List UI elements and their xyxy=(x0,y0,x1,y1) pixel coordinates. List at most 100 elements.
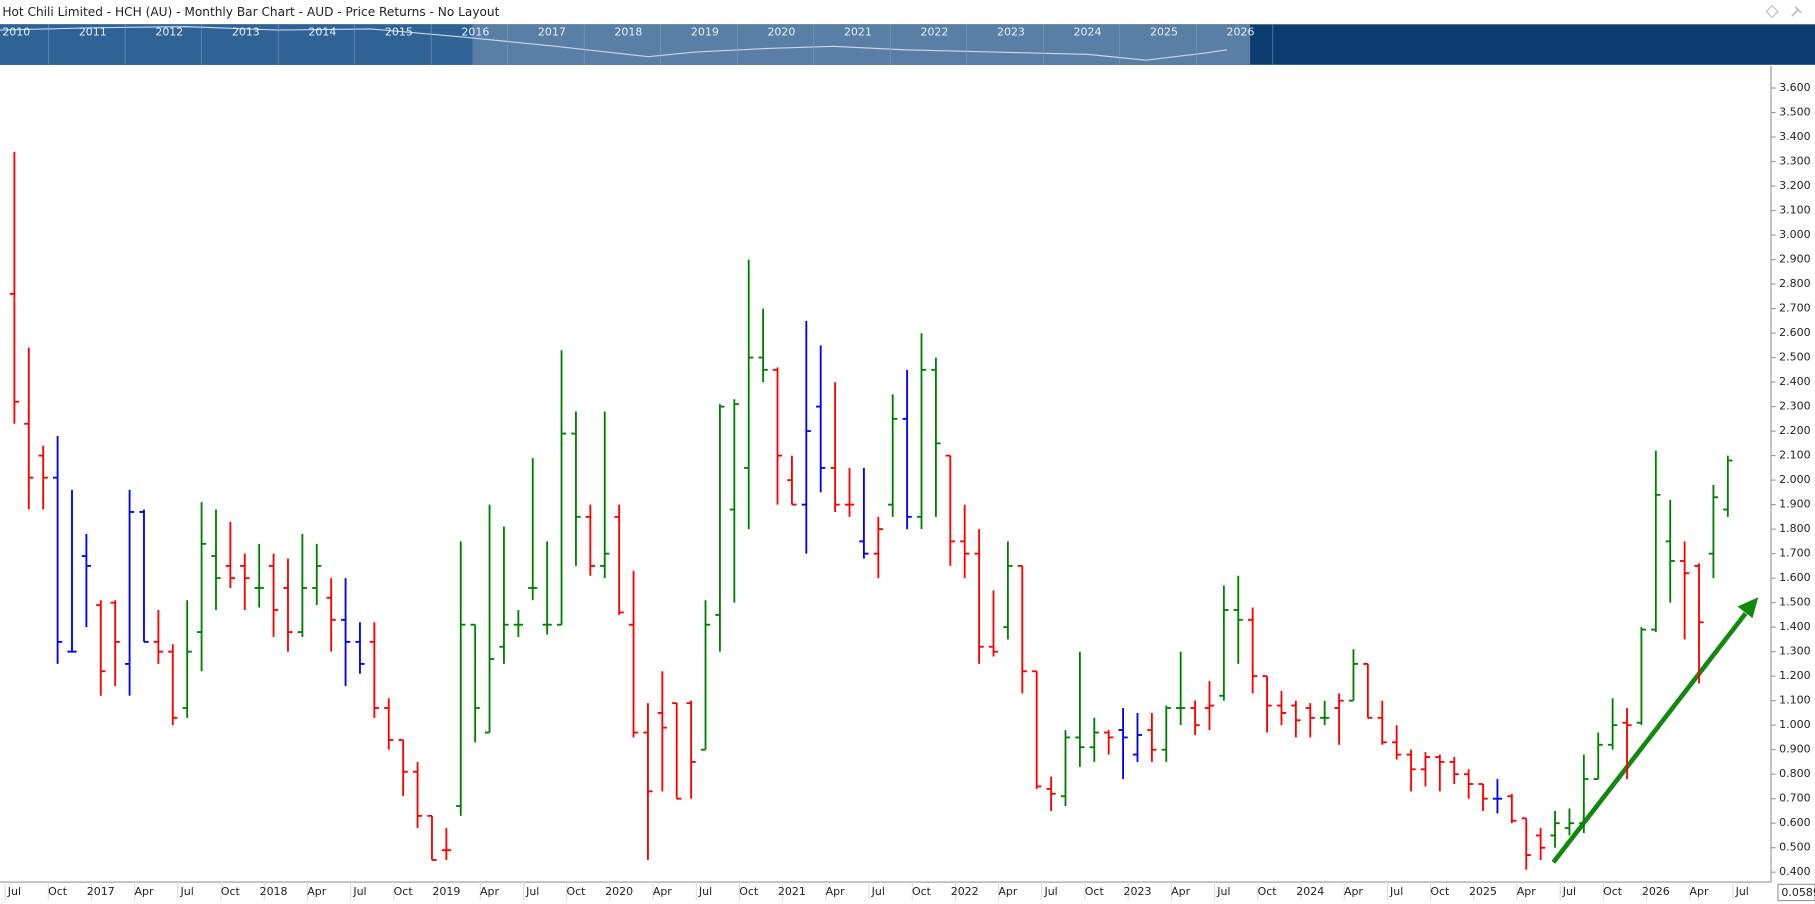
ohlc-bar xyxy=(1608,698,1618,750)
x-tick-label: Apr xyxy=(1690,885,1709,898)
y-tick-label: 2.800 xyxy=(1779,277,1810,290)
y-tick-label: 1.900 xyxy=(1779,498,1810,511)
icon-diamond[interactable] xyxy=(1765,4,1779,19)
ohlc-bar xyxy=(326,578,336,652)
y-tick-label: 1.100 xyxy=(1779,694,1810,707)
ohlc-bar xyxy=(441,828,451,860)
y-tick-label: 2.400 xyxy=(1779,375,1810,388)
ohlc-bar xyxy=(211,509,221,611)
ohlc-bar xyxy=(758,308,768,383)
navigator-label: 2014 xyxy=(308,25,336,38)
ohlc-bar xyxy=(153,610,164,664)
trend-arrow xyxy=(1551,597,1759,864)
ohlc-bar xyxy=(672,702,682,800)
price-label: 0.0589 xyxy=(1781,886,1815,899)
ohlc-bar xyxy=(9,151,20,424)
x-tick-label: Apr xyxy=(134,885,153,898)
x-tick-label: 2023 xyxy=(1123,885,1151,898)
ohlc-bar xyxy=(614,504,624,615)
ohlc-bar xyxy=(1521,817,1531,870)
toolbar-icons[interactable] xyxy=(1765,4,1802,19)
ohlc-bar xyxy=(686,700,696,799)
ohlc-bar xyxy=(268,553,279,637)
ohlc-bar xyxy=(1046,776,1056,811)
ohlc-bar xyxy=(600,411,610,579)
ohlc-bar xyxy=(1219,585,1229,701)
ohlc-bar xyxy=(1190,700,1200,735)
ohlc-bar xyxy=(1305,703,1315,738)
ohlc-bar xyxy=(700,600,711,751)
x-tick-label: Jul xyxy=(7,885,21,898)
ohlc-bar xyxy=(960,504,970,579)
ohlc-bar xyxy=(1406,749,1416,792)
ohlc-bar xyxy=(1161,705,1171,762)
ohlc-bar xyxy=(427,814,437,861)
ohlc-bar xyxy=(1651,450,1661,633)
ohlc-bar xyxy=(1622,708,1632,780)
navigator-label: 2024 xyxy=(1073,25,1101,38)
x-tick-label: Oct xyxy=(221,885,241,898)
navigator-label: 2012 xyxy=(155,25,183,38)
navigator-label: 2018 xyxy=(614,25,642,38)
x-tick-label: Apr xyxy=(826,885,845,898)
x-tick-label: 2024 xyxy=(1296,885,1324,898)
ohlc-bar xyxy=(945,454,955,566)
ohlc-bar xyxy=(1449,757,1459,784)
ohlc-bar xyxy=(96,600,106,696)
ohlc-bar xyxy=(1132,712,1143,762)
ohlc-bar xyxy=(240,553,250,611)
ohlc-bar xyxy=(1262,675,1272,733)
x-tick-label: Jul xyxy=(1043,885,1057,898)
ohlc-bar xyxy=(398,738,408,797)
ohlc-bar xyxy=(1377,700,1387,745)
ohlc-bar xyxy=(369,622,379,718)
x-tick-label: Oct xyxy=(912,885,932,898)
ohlc-bar xyxy=(254,543,264,608)
y-tick-label: 2.100 xyxy=(1779,449,1810,462)
x-tick-label: Oct xyxy=(1258,885,1278,898)
x-tick-label: Jul xyxy=(1389,885,1403,898)
ohlc-bar xyxy=(585,504,595,576)
ohlc-bar xyxy=(1708,485,1719,579)
ohlc-bar xyxy=(902,369,912,530)
ohlc-bar xyxy=(110,600,120,686)
ohlc-bar xyxy=(715,404,725,652)
y-tick-label: 2.000 xyxy=(1779,473,1810,486)
ohlc-bar xyxy=(1435,754,1445,792)
price-label-box xyxy=(1777,883,1815,902)
ohlc-bar xyxy=(729,399,739,603)
x-tick-label: Apr xyxy=(1517,885,1536,898)
ohlc-bar xyxy=(1478,783,1488,811)
ohlc-bar xyxy=(1694,563,1704,684)
navigator[interactable]: 2010 2011 2012 2013 2014 2015 2016 2017 2018 2019… xyxy=(0,24,1815,65)
ohlc-bar xyxy=(499,526,509,664)
y-tick-label: 1.300 xyxy=(1779,645,1810,658)
ohlc-bar xyxy=(484,504,495,734)
y-tick-label: 3.000 xyxy=(1779,228,1810,241)
x-tick-label: Apr xyxy=(480,885,499,898)
ohlc-bar xyxy=(1017,564,1027,694)
y-tick-label: 0.800 xyxy=(1779,767,1810,780)
icon-pin[interactable] xyxy=(1791,6,1802,17)
ohlc-bar xyxy=(1492,779,1503,814)
y-tick-label: 0.700 xyxy=(1779,792,1810,805)
ohlc-bar xyxy=(196,502,207,672)
ohlc-bar xyxy=(1075,651,1085,767)
ohlc-bar xyxy=(1579,754,1589,834)
navigator-label: 2011 xyxy=(79,25,107,38)
ohlc-bar xyxy=(1003,541,1013,640)
ohlc-bar xyxy=(1060,730,1071,807)
x-tick-label: Oct xyxy=(1085,885,1105,898)
navigator-label: 2019 xyxy=(691,25,719,38)
arrow-head xyxy=(1737,597,1759,619)
x-tick-label: 2018 xyxy=(260,885,288,898)
ohlc-bar xyxy=(1291,700,1301,738)
x-tick-label: Jul xyxy=(1216,885,1230,898)
ohlc-bar xyxy=(816,345,826,493)
x-tick-label: 2026 xyxy=(1642,885,1670,898)
y-tick-label: 1.400 xyxy=(1779,620,1810,633)
x-tick-label: Oct xyxy=(566,885,586,898)
y-tick-label: 3.300 xyxy=(1779,155,1810,168)
x-tick-label: 2017 xyxy=(87,885,115,898)
